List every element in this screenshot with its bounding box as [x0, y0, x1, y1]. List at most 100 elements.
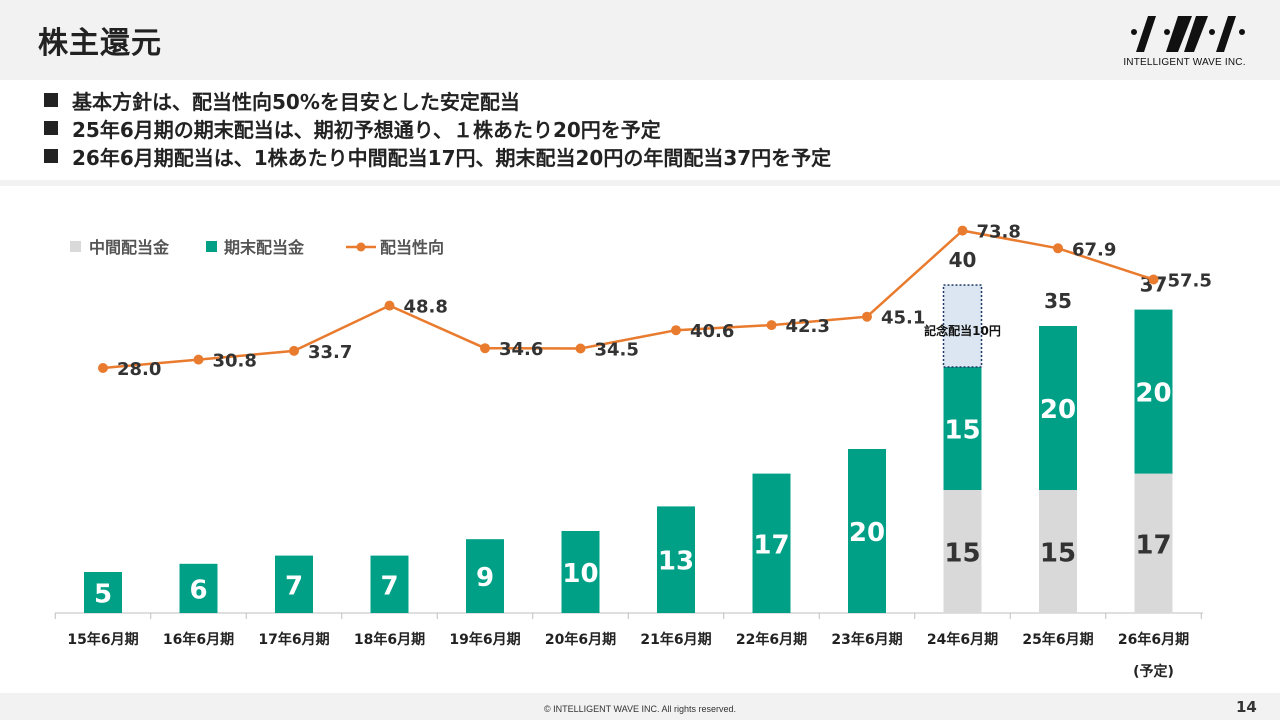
payout-ratio-point [98, 363, 108, 373]
x-tick-label: 21年6月期 [640, 631, 711, 648]
x-tick-label: 25年6月期 [1022, 631, 1093, 648]
plot-area: 5 15年6月期 6 16年6月期 7 17年6月期 7 18年6月期 9 19年6月期 10 20年… [54, 222, 1212, 680]
legend-label-year-end: 期末配当金 [224, 238, 305, 257]
square-bullet-icon [44, 93, 58, 107]
payout-ratio-point [193, 354, 204, 365]
legend-label-payout: 配当性向 [380, 238, 444, 257]
bullet-text: 25年6月期の期末配当は、期初予想通り、１株あたり20円を予定 [72, 117, 661, 142]
page-number: 14 [1236, 698, 1257, 716]
bar-year-end [275, 555, 313, 613]
company-logo: INTELLIGENT WAVE INC. [1112, 12, 1257, 72]
bar-label-interim: 17 [1135, 530, 1171, 560]
bar-label-year-end: 17 [753, 530, 789, 560]
payout-ratio-label: 57.5 [1168, 271, 1212, 292]
bar-label-year-end: 20 [1040, 395, 1076, 425]
bar-year-end [179, 563, 218, 613]
payout-ratio-point [575, 343, 586, 354]
payout-ratio-label: 42.3 [786, 316, 830, 337]
bar-interim [1039, 490, 1077, 613]
bar-label-year-end: 6 [189, 575, 207, 605]
payout-ratio-point [957, 225, 968, 236]
payout-ratio-point [480, 343, 490, 354]
payout-ratio-point [862, 311, 872, 322]
payout-ratio-label: 45.1 [881, 308, 925, 329]
bar-total-label: 40 [949, 248, 977, 272]
legend-swatch-year-end [206, 241, 217, 252]
square-bullet-icon [44, 149, 58, 163]
chart-top-band [0, 180, 1280, 186]
bar-total-label: 35 [1044, 289, 1072, 313]
legend-marker-payout [356, 242, 366, 252]
commemorative-label: 記念配当10円 [924, 323, 1001, 338]
bar-interim [1134, 473, 1173, 613]
bar-year-end [561, 531, 600, 613]
bullet-item: 25年6月期の期末配当は、期初予想通り、１株あたり20円を予定 [44, 114, 831, 142]
footer-band [0, 693, 1280, 720]
payout-ratio-label: 67.9 [1072, 239, 1116, 260]
payout-ratio-label: 73.8 [977, 222, 1021, 243]
logo-mark-icon [1131, 16, 1245, 52]
dividend-chart: 中間配当金 期末配当金 配当性向 5 15年6月期 6 16年6月期 7 17年6月期 7 1… [54, 222, 1212, 680]
bullet-text: 基本方針は、配当性向50%を目安とした安定配当 [72, 89, 520, 114]
bar-label-interim: 15 [944, 539, 980, 569]
bar-commemorative [942, 284, 983, 368]
bar-year-end [1134, 309, 1173, 474]
legend-label-interim: 中間配当金 [89, 238, 170, 257]
bar-year-end [466, 539, 504, 613]
bullet-item: 26年6月期配当は、1株あたり中間配当17円、期末配当20円の年間配当37円を予… [44, 142, 831, 170]
bar-label-year-end: 20 [849, 518, 885, 548]
payout-ratio-label: 28.0 [117, 359, 161, 380]
payout-ratio-line [102, 229, 1154, 370]
payout-ratio-point [766, 320, 777, 331]
bar-label-year-end: 7 [380, 571, 398, 601]
payout-ratio-label: 34.5 [595, 340, 639, 361]
x-tick-sublabel: (予定) [1133, 663, 1174, 680]
bar-interim [943, 490, 982, 613]
bar-year-end [943, 367, 982, 490]
bar-label-year-end: 13 [658, 547, 694, 577]
payout-ratio-point [289, 345, 299, 356]
payout-ratio-label: 34.6 [499, 339, 543, 360]
x-tick-label: 18年6月期 [354, 631, 425, 648]
copyright-text: © INTELLIGENT WAVE INC. All rights reser… [543, 704, 736, 714]
x-tick-label: 16年6月期 [163, 631, 234, 648]
x-tick-label: 19年6月期 [449, 631, 520, 648]
chart-legend: 中間配当金 期末配当金 配当性向 [70, 238, 444, 257]
bar-label-year-end: 9 [476, 563, 494, 593]
x-tick-label: 23年6月期 [831, 631, 902, 648]
payout-ratio-point [384, 300, 395, 311]
payout-ratio-point [1148, 274, 1159, 285]
bar-year-end [657, 506, 695, 613]
payout-ratio-label: 30.8 [213, 351, 257, 372]
x-tick-label: 26年6月期 [1118, 631, 1189, 648]
bar-year-end [752, 473, 791, 613]
x-tick-label: 17年6月期 [258, 631, 329, 648]
payout-ratio-point [1053, 243, 1063, 254]
payout-ratio-label: 48.8 [404, 297, 448, 318]
bar-label-year-end: 5 [94, 580, 112, 610]
payout-ratio-label: 40.6 [690, 321, 734, 342]
bar-year-end [370, 555, 409, 613]
title-band [0, 0, 1280, 80]
bar-label-year-end: 15 [944, 416, 980, 446]
payout-ratio-point [671, 325, 681, 336]
bar-label-year-end: 10 [562, 559, 598, 589]
bullet-list: 基本方針は、配当性向50%を目安とした安定配当 25年6月期の期末配当は、期初予… [44, 86, 831, 170]
x-tick-label: 15年6月期 [67, 631, 138, 648]
bar-label-year-end: 20 [1135, 379, 1171, 409]
x-tick-label: 20年6月期 [545, 631, 616, 648]
logo-text: INTELLIGENT WAVE INC. [1123, 57, 1246, 68]
square-bullet-icon [44, 121, 58, 135]
bar-label-interim: 15 [1040, 539, 1076, 569]
bar-year-end [1039, 326, 1077, 490]
legend-swatch-interim [70, 241, 81, 252]
payout-ratio-label: 33.7 [308, 342, 352, 363]
bar-year-end [84, 572, 122, 613]
x-tick-label: 24年6月期 [927, 631, 998, 648]
bar-year-end [848, 449, 886, 613]
page-title: 株主還元 [38, 26, 162, 61]
bullet-item: 基本方針は、配当性向50%を目安とした安定配当 [44, 86, 831, 114]
x-tick-label: 22年6月期 [736, 631, 807, 648]
bar-label-year-end: 7 [285, 571, 303, 601]
bullet-text: 26年6月期配当は、1株あたり中間配当17円、期末配当20円の年間配当37円を予… [72, 145, 832, 170]
